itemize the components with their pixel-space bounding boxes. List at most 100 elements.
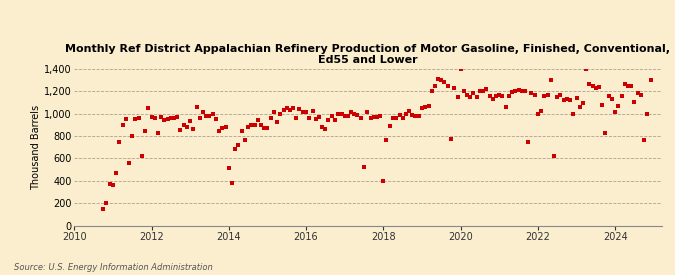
Point [622, 83, 633, 88]
Point [533, 111, 543, 116]
Point [346, 110, 356, 115]
Point [217, 126, 227, 130]
Point [416, 106, 427, 110]
Point [407, 112, 418, 117]
Text: Source: U.S. Energy Information Administration: Source: U.S. Energy Information Administ… [14, 263, 212, 272]
Point [600, 130, 611, 135]
Point [333, 111, 344, 116]
Point [500, 104, 511, 109]
Point [442, 83, 453, 88]
Point [433, 77, 443, 81]
Point [574, 104, 585, 109]
Point [510, 89, 521, 93]
Point [613, 103, 624, 108]
Point [188, 127, 198, 131]
Point [304, 116, 315, 120]
Point [136, 154, 147, 158]
Point [323, 118, 334, 122]
Point [591, 86, 601, 90]
Point [149, 116, 160, 120]
Point [300, 110, 311, 115]
Point [255, 123, 266, 127]
Point [584, 82, 595, 87]
Point [271, 120, 282, 125]
Point [352, 112, 363, 117]
Point [375, 114, 385, 118]
Point [313, 115, 324, 119]
Point [204, 114, 215, 118]
Point [551, 95, 562, 99]
Point [281, 106, 292, 110]
Point [329, 118, 340, 122]
Point [414, 114, 425, 118]
Point [404, 109, 414, 114]
Point [120, 117, 131, 121]
Point [378, 178, 389, 183]
Point [310, 117, 321, 121]
Point [580, 67, 591, 71]
Point [191, 104, 202, 109]
Point [182, 125, 192, 129]
Point [223, 166, 234, 170]
Point [632, 91, 643, 96]
Point [504, 94, 514, 98]
Point [535, 109, 546, 114]
Point [391, 116, 402, 120]
Point [471, 95, 482, 99]
Point [458, 89, 469, 93]
Point [549, 154, 560, 158]
Point [607, 97, 618, 101]
Point [420, 104, 431, 109]
Point [198, 110, 209, 115]
Point [342, 114, 353, 118]
Point [629, 100, 640, 104]
Point [642, 111, 653, 116]
Point [105, 182, 115, 186]
Point [462, 92, 472, 97]
Point [252, 118, 263, 122]
Point [571, 96, 582, 100]
Point [452, 95, 463, 99]
Point [555, 92, 566, 97]
Point [616, 94, 627, 98]
Point [475, 89, 485, 93]
Point [194, 116, 205, 120]
Point [185, 119, 196, 123]
Point [240, 138, 250, 143]
Point [278, 108, 289, 112]
Point [227, 181, 238, 185]
Point [178, 123, 189, 127]
Point [516, 89, 527, 93]
Point [455, 67, 466, 71]
Point [249, 123, 260, 127]
Point [636, 92, 647, 97]
Point [259, 126, 270, 130]
Point [130, 117, 140, 121]
Point [163, 117, 173, 121]
Y-axis label: Thousand Barrels: Thousand Barrels [31, 104, 41, 190]
Point [275, 111, 286, 116]
Point [439, 80, 450, 84]
Point [175, 128, 186, 133]
Point [124, 161, 134, 165]
Point [385, 124, 396, 128]
Point [410, 114, 421, 118]
Point [284, 108, 295, 112]
Point [446, 137, 456, 142]
Point [465, 95, 476, 99]
Point [153, 130, 163, 135]
Point [526, 91, 537, 96]
Point [214, 129, 225, 134]
Point [172, 115, 183, 119]
Point [233, 143, 244, 147]
Point [597, 102, 608, 107]
Point [117, 123, 128, 127]
Point [436, 78, 447, 82]
Point [340, 114, 350, 118]
Point [307, 109, 318, 114]
Point [645, 78, 656, 82]
Point [207, 111, 218, 116]
Point [114, 139, 125, 144]
Point [529, 92, 540, 97]
Point [230, 147, 241, 152]
